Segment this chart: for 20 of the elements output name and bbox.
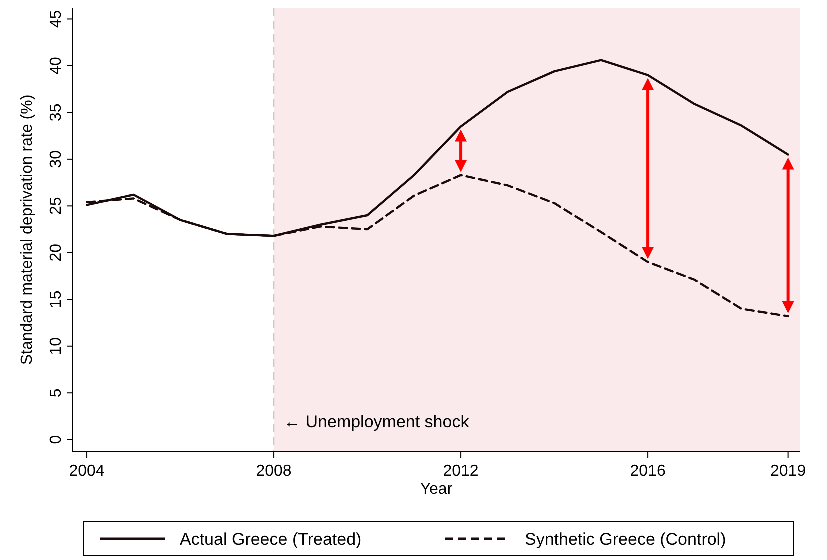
y-tick-label: 35	[48, 104, 65, 122]
x-tick-label: 2016	[630, 463, 666, 480]
y-tick-label: 20	[48, 244, 65, 262]
x-axis-title: Year	[420, 481, 454, 498]
y-tick-label: 0	[48, 435, 65, 444]
legend-label: Synthetic Greece (Control)	[525, 530, 726, 549]
y-tick-label: 10	[48, 337, 65, 356]
y-tick-label: 45	[48, 10, 65, 28]
y-tick-label: 15	[48, 290, 65, 309]
annotation: ← Unemployment shock	[284, 412, 470, 432]
x-tick-label: 2004	[69, 463, 105, 480]
legend-label: Actual Greece (Treated)	[180, 530, 362, 549]
y-tick-label: 40	[48, 56, 65, 75]
y-tick-label: 30	[48, 150, 65, 168]
y-axis-title: Standard material deprivation rate (%)	[19, 94, 36, 366]
x-tick-label: 2008	[256, 463, 292, 480]
x-tick-label: 2019	[770, 463, 806, 480]
x-tick-label: 2012	[443, 463, 479, 480]
y-tick-label: 5	[48, 388, 65, 398]
y-tick-label: 25	[48, 197, 65, 216]
